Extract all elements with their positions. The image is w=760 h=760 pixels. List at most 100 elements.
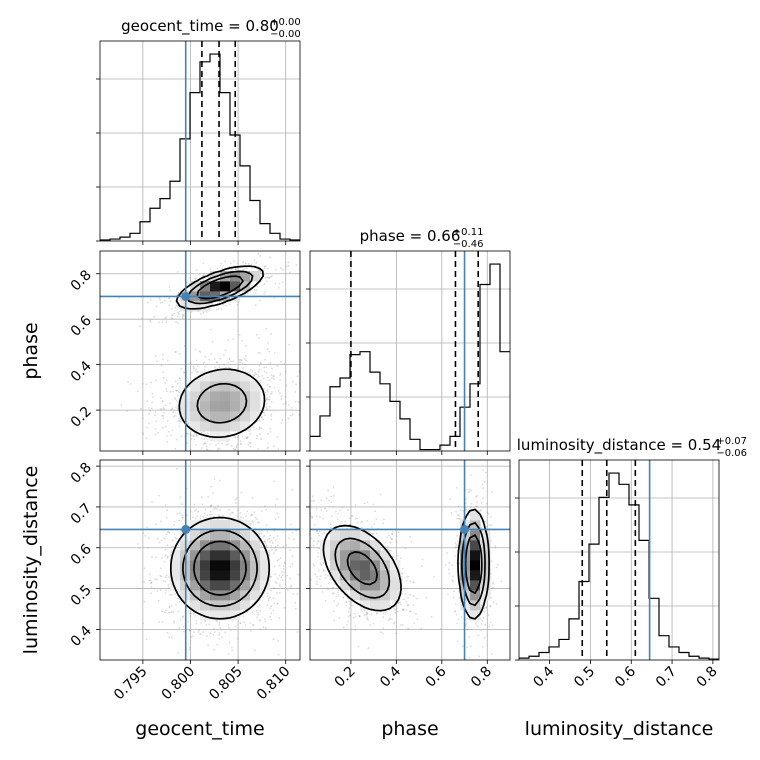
sample-point xyxy=(270,612,273,615)
sample-point xyxy=(266,348,269,350)
sample-point xyxy=(482,487,485,490)
sample-point xyxy=(239,511,242,514)
sample-point xyxy=(252,624,255,626)
sample-point xyxy=(176,293,179,296)
sample-point xyxy=(200,447,203,450)
sample-point xyxy=(164,609,167,612)
sample-point xyxy=(273,530,276,532)
density-bin xyxy=(250,560,261,571)
sample-point xyxy=(147,546,149,549)
sample-point xyxy=(331,592,334,595)
sample-point xyxy=(278,591,281,594)
sample-point xyxy=(195,444,197,446)
sample-point xyxy=(466,681,468,683)
sample-point xyxy=(270,549,273,551)
sample-point xyxy=(283,571,285,574)
sample-point xyxy=(266,441,269,444)
sample-point xyxy=(262,377,265,380)
sample-point xyxy=(329,526,332,529)
sample-point xyxy=(259,628,262,631)
sample-point xyxy=(333,583,336,586)
density-bin xyxy=(220,421,231,432)
sample-point xyxy=(339,522,342,525)
sample-point xyxy=(178,425,181,427)
sample-point xyxy=(408,593,411,596)
sample-point xyxy=(206,439,209,441)
sample-point xyxy=(481,483,484,486)
sample-point xyxy=(280,395,283,398)
sample-point xyxy=(258,352,261,354)
sample-point xyxy=(158,541,161,544)
sample-point xyxy=(290,541,292,543)
sample-point xyxy=(202,442,205,445)
sample-point xyxy=(229,513,232,516)
sample-point xyxy=(161,621,164,623)
sample-point xyxy=(235,269,238,271)
density-bin xyxy=(240,421,251,432)
sample-point xyxy=(317,532,320,535)
density-bin xyxy=(220,550,231,561)
sample-point xyxy=(366,612,368,615)
sample-point xyxy=(238,358,241,361)
sample-point xyxy=(280,576,283,579)
sample-point xyxy=(158,297,161,300)
sample-point xyxy=(271,542,274,544)
sample-point xyxy=(176,438,178,441)
hist-bar xyxy=(310,436,320,451)
sample-point xyxy=(145,638,148,641)
sample-point xyxy=(255,437,258,440)
density-bin xyxy=(220,281,231,292)
sample-point xyxy=(500,580,503,583)
sample-point xyxy=(284,401,287,404)
sample-point xyxy=(400,572,403,575)
sample-point xyxy=(298,482,300,484)
sample-point xyxy=(197,371,199,374)
sample-point xyxy=(145,383,148,386)
density-bin xyxy=(250,271,261,282)
sample-point xyxy=(196,365,199,368)
sample-point xyxy=(186,442,189,445)
sample-point xyxy=(454,542,457,544)
sample-point xyxy=(212,627,215,630)
sample-point xyxy=(458,514,460,517)
title-upper-error: +0.07 xyxy=(716,436,747,447)
sample-point xyxy=(258,604,261,607)
sample-point xyxy=(257,376,260,378)
sample-point xyxy=(194,369,197,372)
sample-point xyxy=(212,668,214,670)
sample-point xyxy=(392,607,395,610)
sample-point xyxy=(470,489,473,492)
sample-point xyxy=(254,291,257,294)
sample-point xyxy=(257,269,260,272)
sample-point xyxy=(173,396,176,399)
title-lower-error: −0.46 xyxy=(453,239,484,250)
sample-point xyxy=(253,374,256,377)
sample-point xyxy=(241,362,244,365)
sample-point xyxy=(319,575,322,578)
sample-point xyxy=(263,540,266,543)
sample-point xyxy=(170,316,173,319)
sample-point xyxy=(247,678,249,680)
sample-point xyxy=(217,504,219,507)
sample-point xyxy=(165,321,168,324)
sample-point xyxy=(168,586,170,588)
sample-point xyxy=(141,382,144,385)
sample-point xyxy=(374,510,377,513)
sample-point xyxy=(145,437,148,440)
sample-point xyxy=(159,298,162,301)
sample-point xyxy=(258,521,261,524)
sample-point xyxy=(359,615,361,618)
sample-point xyxy=(209,443,212,446)
sample-point xyxy=(182,313,184,316)
hist-bar xyxy=(160,199,170,241)
sample-point xyxy=(195,435,198,438)
sample-point xyxy=(199,518,202,520)
sample-point xyxy=(151,501,153,503)
sample-point xyxy=(178,417,181,420)
hist-bar xyxy=(579,581,589,660)
sample-point xyxy=(342,597,345,599)
sample-point xyxy=(246,436,249,439)
sample-point xyxy=(199,515,202,518)
sample-point xyxy=(404,592,407,595)
sample-point xyxy=(183,371,186,374)
